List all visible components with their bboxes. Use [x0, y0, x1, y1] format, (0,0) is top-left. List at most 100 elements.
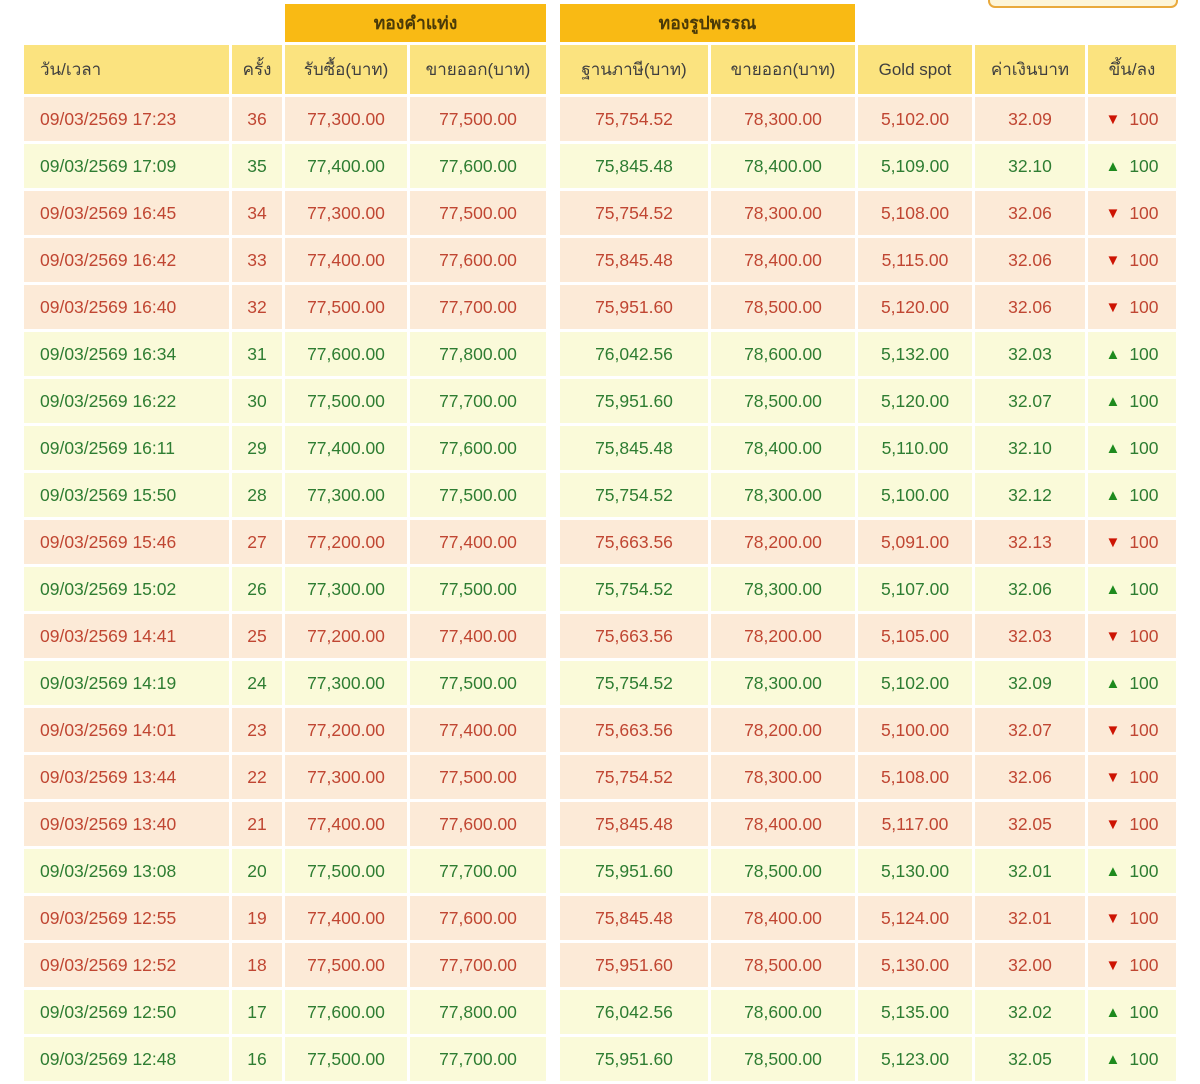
cell-orn-tax-base: 75,951.60 — [560, 943, 708, 987]
cell-orn-sell: 78,600.00 — [711, 990, 855, 1034]
cell-baht-rate: 32.02 — [975, 990, 1085, 1034]
cell-gold-spot: 5,132.00 — [858, 332, 972, 376]
up-arrow-icon: ▲ — [1105, 1003, 1121, 1021]
cell-baht-rate: 32.06 — [975, 755, 1085, 799]
down-arrow-icon: ▼ — [1105, 251, 1121, 269]
cell-change: ▲ 100 — [1088, 849, 1176, 893]
price-rows: 09/03/2569 17:23 36 77,300.00 77,500.00 … — [24, 97, 1176, 1081]
cell-round: 22 — [232, 755, 282, 799]
cell-orn-sell: 78,200.00 — [711, 708, 855, 752]
cell-bar-buy: 77,600.00 — [285, 990, 407, 1034]
cell-gold-spot: 5,117.00 — [858, 802, 972, 846]
cell-orn-sell: 78,300.00 — [711, 755, 855, 799]
cell-gold-spot: 5,108.00 — [858, 755, 972, 799]
up-arrow-icon: ▲ — [1105, 392, 1121, 410]
cell-orn-sell: 78,500.00 — [711, 943, 855, 987]
price-row: 09/03/2569 13:44 22 77,300.00 77,500.00 … — [24, 755, 1176, 799]
cell-orn-sell: 78,400.00 — [711, 144, 855, 188]
topright-cutoff-box[interactable] — [988, 0, 1178, 8]
cell-round: 21 — [232, 802, 282, 846]
cell-baht-rate: 32.01 — [975, 849, 1085, 893]
cell-datetime: 09/03/2569 13:40 — [24, 802, 229, 846]
cell-change: ▼ 100 — [1088, 943, 1176, 987]
cell-baht-rate: 32.09 — [975, 661, 1085, 705]
cell-orn-sell: 78,500.00 — [711, 849, 855, 893]
cell-datetime: 09/03/2569 13:08 — [24, 849, 229, 893]
group-header-blank — [858, 4, 1176, 42]
group-gap — [549, 4, 557, 42]
cell-change: ▼ 100 — [1088, 755, 1176, 799]
cell-bar-buy: 77,300.00 — [285, 755, 407, 799]
cell-round: 33 — [232, 238, 282, 282]
cell-baht-rate: 32.06 — [975, 567, 1085, 611]
cell-orn-tax-base: 75,845.48 — [560, 896, 708, 940]
cell-orn-sell: 78,300.00 — [711, 191, 855, 235]
cell-round: 30 — [232, 379, 282, 423]
up-arrow-icon: ▲ — [1105, 157, 1121, 175]
cell-round: 27 — [232, 520, 282, 564]
cell-bar-buy: 77,200.00 — [285, 614, 407, 658]
col-header-gold-spot: Gold spot — [858, 45, 972, 94]
group-gap — [549, 332, 557, 376]
cell-bar-buy: 77,300.00 — [285, 97, 407, 141]
cell-bar-sell: 77,600.00 — [410, 426, 546, 470]
cell-orn-tax-base: 75,845.48 — [560, 802, 708, 846]
cell-baht-rate: 32.07 — [975, 379, 1085, 423]
cell-round: 32 — [232, 285, 282, 329]
price-row: 09/03/2569 15:02 26 77,300.00 77,500.00 … — [24, 567, 1176, 611]
cell-datetime: 09/03/2569 15:02 — [24, 567, 229, 611]
cell-bar-sell: 77,700.00 — [410, 849, 546, 893]
cell-gold-spot: 5,102.00 — [858, 661, 972, 705]
price-row: 09/03/2569 16:34 31 77,600.00 77,800.00 … — [24, 332, 1176, 376]
group-gap — [549, 943, 557, 987]
down-arrow-icon: ▼ — [1105, 768, 1121, 786]
cell-orn-tax-base: 75,754.52 — [560, 755, 708, 799]
cell-baht-rate: 32.03 — [975, 332, 1085, 376]
cell-round: 24 — [232, 661, 282, 705]
cell-baht-rate: 32.00 — [975, 943, 1085, 987]
cell-bar-sell: 77,600.00 — [410, 144, 546, 188]
cell-bar-sell: 77,800.00 — [410, 332, 546, 376]
up-arrow-icon: ▲ — [1105, 1050, 1121, 1068]
cell-orn-tax-base: 75,754.52 — [560, 661, 708, 705]
change-value: 100 — [1129, 719, 1159, 740]
cell-round: 34 — [232, 191, 282, 235]
cell-gold-spot: 5,100.00 — [858, 473, 972, 517]
cell-baht-rate: 32.06 — [975, 285, 1085, 329]
cell-gold-spot: 5,115.00 — [858, 238, 972, 282]
change-value: 100 — [1129, 343, 1159, 364]
cell-bar-sell: 77,700.00 — [410, 285, 546, 329]
cell-datetime: 09/03/2569 14:41 — [24, 614, 229, 658]
cell-change: ▼ 100 — [1088, 896, 1176, 940]
cell-bar-sell: 77,500.00 — [410, 661, 546, 705]
group-gap — [549, 285, 557, 329]
price-row: 09/03/2569 16:40 32 77,500.00 77,700.00 … — [24, 285, 1176, 329]
down-arrow-icon: ▼ — [1105, 533, 1121, 551]
cell-bar-buy: 77,600.00 — [285, 332, 407, 376]
col-header-orn-sell: ขายออก(บาท) — [711, 45, 855, 94]
column-header-row: วัน/เวลา ครั้ง รับซื้อ(บาท) ขายออก(บาท) … — [24, 45, 1176, 94]
cell-round: 36 — [232, 97, 282, 141]
group-gap — [549, 1037, 557, 1081]
change-value: 100 — [1129, 766, 1159, 787]
cell-change: ▼ 100 — [1088, 614, 1176, 658]
cell-bar-buy: 77,500.00 — [285, 379, 407, 423]
group-gap — [549, 520, 557, 564]
cell-orn-sell: 78,300.00 — [711, 473, 855, 517]
group-gap — [549, 708, 557, 752]
cell-orn-tax-base: 75,951.60 — [560, 1037, 708, 1081]
cell-orn-sell: 78,600.00 — [711, 332, 855, 376]
down-arrow-icon: ▼ — [1105, 298, 1121, 316]
change-value: 100 — [1129, 813, 1159, 834]
cell-round: 29 — [232, 426, 282, 470]
cell-orn-sell: 78,500.00 — [711, 379, 855, 423]
cell-orn-sell: 78,300.00 — [711, 661, 855, 705]
change-value: 100 — [1129, 202, 1159, 223]
group-gap — [549, 661, 557, 705]
cell-baht-rate: 32.09 — [975, 97, 1085, 141]
cell-orn-tax-base: 75,951.60 — [560, 849, 708, 893]
cell-orn-tax-base: 75,754.52 — [560, 473, 708, 517]
cell-baht-rate: 32.05 — [975, 802, 1085, 846]
cell-bar-sell: 77,600.00 — [410, 802, 546, 846]
cell-orn-tax-base: 75,951.60 — [560, 379, 708, 423]
